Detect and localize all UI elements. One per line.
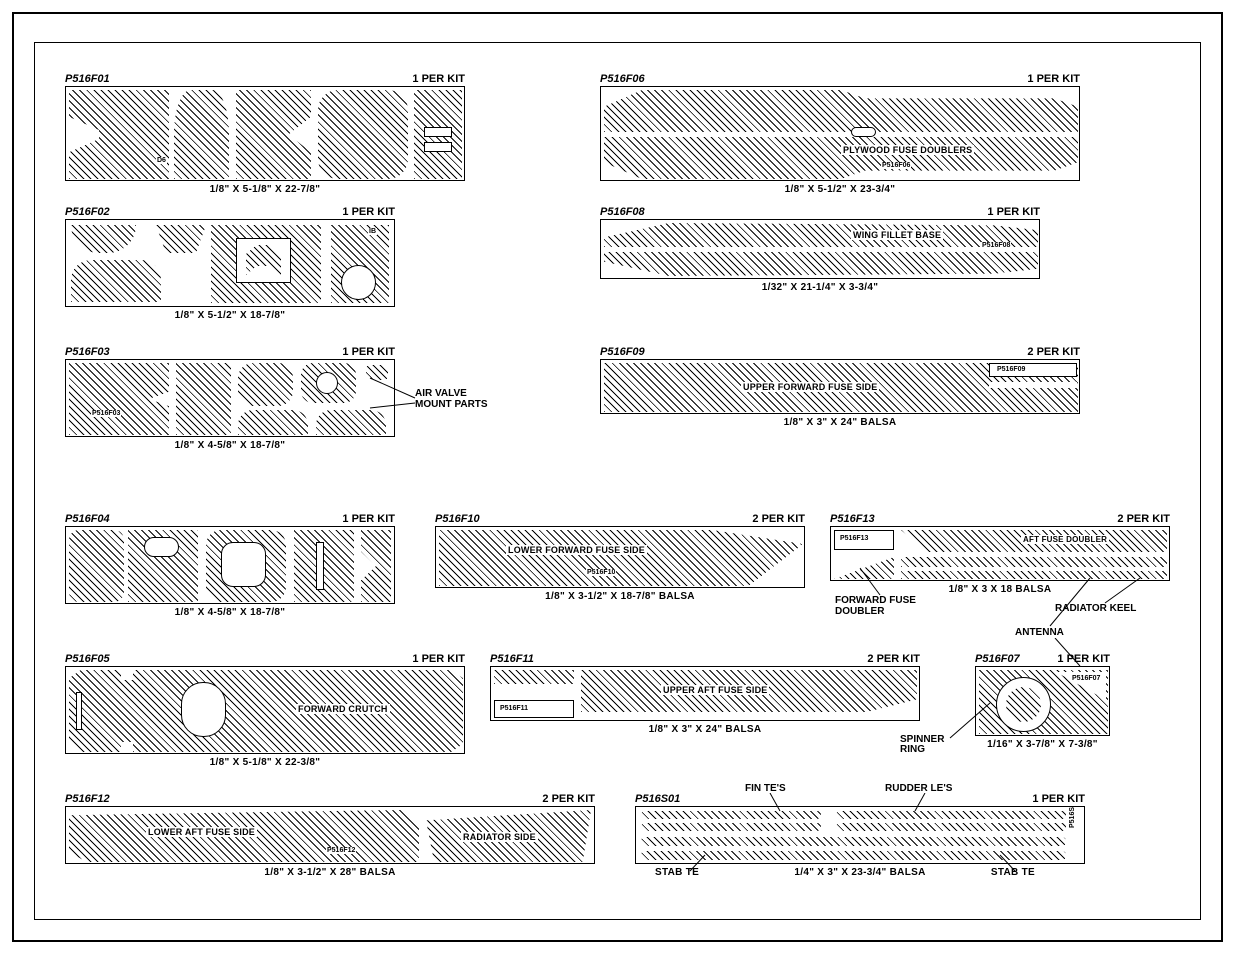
part-id: P516F12 (65, 793, 110, 805)
part-qty: 2 PER KIT (752, 513, 805, 525)
panel-box: PLYWOOD FUSE DOUBLERS P516F06 (600, 86, 1080, 181)
panel-box: IB (65, 219, 395, 307)
panel-header: P516F01 1 PER KIT (65, 73, 465, 85)
tiny-id: P516F12 (326, 847, 356, 854)
panel-box: UPPER FORWARD FUSE SIDE P516F09 (600, 359, 1080, 414)
part-id: P516F01 (65, 73, 110, 85)
panel-dim: 1/8" X 3" X 24" BALSA (490, 724, 920, 735)
part-id: P516F13 (830, 513, 875, 525)
tiny-id: D6 (156, 157, 167, 164)
panel-box: WING FILLET BASE P516F08 (600, 219, 1040, 279)
part-label: WING FILLET BASE (851, 230, 943, 240)
panel-f03: P516F03 1 PER KIT P516F03 1/8" X 4-5/8" X… (65, 346, 395, 451)
part-qty: 1 PER KIT (1027, 73, 1080, 85)
leader-line-spinner (945, 683, 995, 743)
part-label: UPPER AFT FUSE SIDE (661, 685, 769, 695)
inner-frame: P516F01 1 PER KIT D6 1/8" X 5-1/8" X 22-… (34, 42, 1201, 920)
panel-dim: 1/8" X 3-1/2" X 18-7/8" BALSA (435, 591, 805, 602)
leader-lines-s01-top (735, 793, 985, 813)
panel-box: P516F07 (975, 666, 1110, 736)
callout-air-valve: AIR VALVEMOUNT PARTS (415, 388, 488, 410)
part-id: P516F05 (65, 653, 110, 665)
tiny-id: P516F09 (996, 366, 1026, 373)
part-label: LOWER FORWARD FUSE SIDE (506, 545, 647, 555)
panel-f11: P516F11 2 PER KIT P516F11 UPPER AFT FUSE … (490, 653, 920, 735)
panel-dim: 1/8" X 5-1/8" X 22-3/8" (65, 757, 465, 768)
part-id: P516F07 (975, 653, 1020, 665)
panel-box: P516F11 UPPER AFT FUSE SIDE (490, 666, 920, 721)
panel-f02: P516F02 1 PER KIT IB 1/8" X 5-1/2" X 18-7… (65, 206, 395, 321)
callout-spinner-ring: SPINNERRING (900, 735, 944, 755)
leader-lines-f13 (850, 563, 1180, 643)
panel-f04: P516F04 1 PER KIT 1/8" X 4-5/8" X 18-7/8" (65, 513, 395, 618)
tiny-id: P516S01 (1069, 806, 1076, 829)
part-id: P516F09 (600, 346, 645, 358)
tiny-id: P516F11 (499, 705, 529, 712)
leader-line (365, 373, 420, 413)
tiny-id: P516F08 (981, 242, 1011, 249)
panel-dim: 1/32" X 21-1/4" X 3-3/4" (600, 282, 1040, 293)
outer-frame: P516F01 1 PER KIT D6 1/8" X 5-1/8" X 22-… (12, 12, 1223, 942)
part-qty: 1 PER KIT (412, 653, 465, 665)
tiny-id: P516F13 (839, 535, 869, 542)
panel-f08: P516F08 1 PER KIT WING FILLET BASE P516F0… (600, 206, 1040, 293)
panel-dim: 1/8" X 5-1/2" X 23-3/4" (600, 184, 1080, 195)
part-label: LOWER AFT FUSE SIDE (146, 827, 257, 837)
panel-f01: P516F01 1 PER KIT D6 1/8" X 5-1/8" X 22-… (65, 73, 465, 195)
part-label: PLYWOOD FUSE DOUBLERS (841, 145, 974, 155)
part-qty: 1 PER KIT (1032, 793, 1085, 805)
panel-box: LOWER AFT FUSE SIDE RADIATOR SIDE P516F1… (65, 806, 595, 864)
part-qty: 2 PER KIT (542, 793, 595, 805)
part-qty: 1 PER KIT (342, 346, 395, 358)
part-label: AFT FUSE DOUBLER (1021, 535, 1109, 544)
panel-f10: P516F10 2 PER KIT LOWER FORWARD FUSE SIDE… (435, 513, 805, 602)
part-id: P516F08 (600, 206, 645, 218)
part-qty: 1 PER KIT (412, 73, 465, 85)
part-id: P516S01 (635, 793, 680, 805)
part-qty: 1 PER KIT (342, 513, 395, 525)
leader-line-antenna (1045, 638, 1085, 668)
panel-f05: P516F05 1 PER KIT FORWARD CRUTCH 1/8" X 5… (65, 653, 465, 768)
panel-box: FORWARD CRUTCH (65, 666, 465, 754)
tiny-id: P516F06 (881, 162, 911, 169)
panel-f07: P516F071 PER KIT P516F07 1/16" X 3-7/8" … (975, 653, 1110, 750)
panel-dim: 1/8" X 5-1/8" X 22-7/8" (65, 184, 465, 195)
panel-f12: P516F12 2 PER KIT LOWER AFT FUSE SIDE RAD… (65, 793, 595, 878)
panel-f06: P516F06 1 PER KIT PLYWOOD FUSE DOUBLERS P… (600, 73, 1080, 195)
panel-box: D6 (65, 86, 465, 181)
leader-lines-s01-bot (645, 853, 1075, 873)
panel-box (65, 526, 395, 604)
part-label: UPPER FORWARD FUSE SIDE (741, 382, 879, 392)
part-qty: 1 PER KIT (342, 206, 395, 218)
part-qty: 2 PER KIT (1117, 513, 1170, 525)
part-qty: 2 PER KIT (867, 653, 920, 665)
panel-dim: 1/8" X 4-5/8" X 18-7/8" (65, 440, 395, 451)
part-label-2: RADIATOR SIDE (461, 832, 538, 842)
panel-f09: P516F09 2 PER KIT UPPER FORWARD FUSE SIDE… (600, 346, 1080, 428)
panel-dim: 1/8" X 3" X 24" BALSA (600, 417, 1080, 428)
panel-dim: 1/8" X 5-1/2" X 18-7/8" (65, 310, 395, 321)
part-id: P516F06 (600, 73, 645, 85)
part-id: P516F11 (490, 653, 534, 665)
panel-dim: 1/8" X 3-1/2" X 28" BALSA (65, 867, 595, 878)
part-id: P516F03 (65, 346, 110, 358)
tiny-id: P516F10 (586, 569, 616, 576)
panel-dim: 1/8" X 4-5/8" X 18-7/8" (65, 607, 395, 618)
panel-dim: 1/16" X 3-7/8" X 7-3/8" (975, 739, 1110, 750)
part-id: P516F10 (435, 513, 480, 525)
part-id: P516F02 (65, 206, 110, 218)
part-qty: 2 PER KIT (1027, 346, 1080, 358)
tiny-id: P516F03 (91, 410, 121, 417)
tiny-id: P516F07 (1071, 675, 1101, 682)
part-qty: 1 PER KIT (987, 206, 1040, 218)
panel-box: P516F03 (65, 359, 395, 437)
part-id: P516F04 (65, 513, 110, 525)
panel-box: LOWER FORWARD FUSE SIDE P516F10 (435, 526, 805, 588)
part-label: FORWARD CRUTCH (296, 704, 390, 714)
